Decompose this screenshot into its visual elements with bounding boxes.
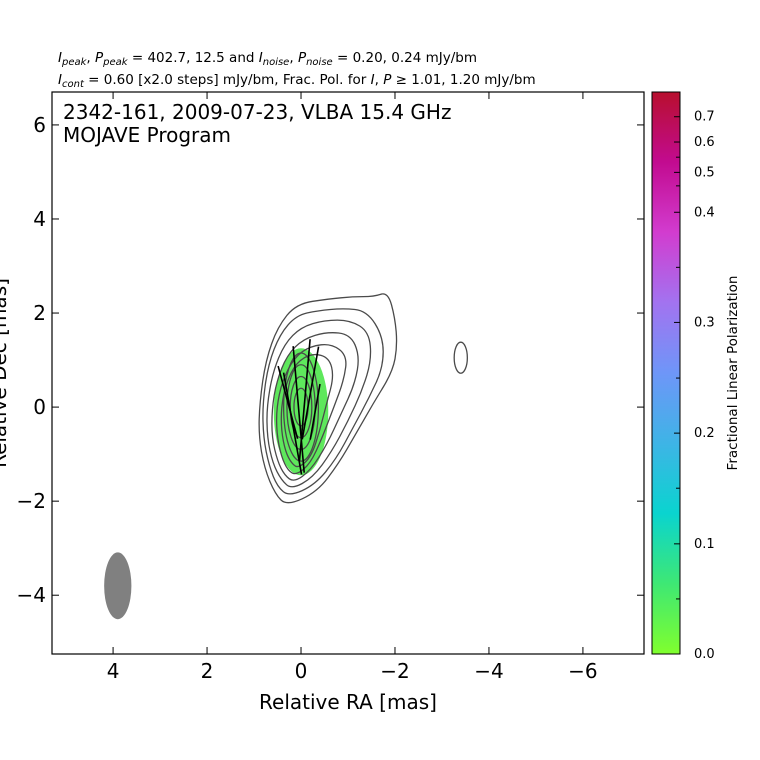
contour-2 <box>266 319 372 488</box>
contour-1 <box>262 308 384 495</box>
plot-content <box>104 293 468 620</box>
header-line-2: Icont = 0.60 [x2.0 steps] mJy/bm, Frac. … <box>58 72 536 90</box>
y-tick-label-1: −2 <box>17 489 46 513</box>
evpa-tick-1 <box>282 372 303 475</box>
plot-title-line-1: 2342-161, 2009-07-23, VLBA 15.4 GHz <box>63 100 451 124</box>
colorbar-tick-label-1: 0.1 <box>694 537 715 552</box>
plot-frame <box>51 91 645 655</box>
colorbar-tick-label-4: 0.4 <box>694 205 715 220</box>
contour-4 <box>275 343 347 475</box>
y-tick-label-4: 4 <box>33 207 46 231</box>
colorbar-ticks: 0.0 0.1 0.2 0.3 0.4 0.5 0.6 0.7 <box>674 110 715 662</box>
beam-ellipse <box>104 552 132 620</box>
colorbar-tick-label-5: 0.5 <box>694 165 715 180</box>
colorbar-tick-label-2: 0.2 <box>694 426 715 441</box>
y-tick-label-2: 0 <box>33 395 46 419</box>
x-tick-label-4: −4 <box>474 659 503 683</box>
x-tick-label-2: 0 <box>295 659 308 683</box>
evpa-tick-2 <box>292 346 305 473</box>
contour-3 <box>271 332 359 481</box>
y-tick-label-5: 6 <box>33 113 46 137</box>
x-tick-label-3: −2 <box>380 659 409 683</box>
x-tick-label-5: −6 <box>568 659 597 683</box>
colorbar-tick-label-6: 0.6 <box>694 135 715 150</box>
contour-10 <box>453 341 468 374</box>
header-line-1: Ipeak, Ppeak = 402.7, 12.5 and Inoise, P… <box>58 50 477 68</box>
colorbar-tick-label-3: 0.3 <box>694 315 715 330</box>
colorbar-gradient <box>651 91 681 655</box>
y-axis-label: Relative Dec [mas] <box>0 278 11 468</box>
evpa-tick-3 <box>298 339 311 462</box>
y-tick-label-3: 2 <box>33 301 46 325</box>
x-axis-label: Relative RA [mas] <box>259 690 437 714</box>
y-tick-label-0: −4 <box>17 583 46 607</box>
evpa-tick-4 <box>301 346 320 440</box>
colorbar-label: Fractional Linear Polarization <box>725 276 741 471</box>
colorbar-tick-label-7: 0.7 <box>694 110 715 125</box>
plot-title-line-2: MOJAVE Program <box>63 123 231 147</box>
evpa-tick-5 <box>309 383 321 440</box>
x-tick-label-1: 2 <box>201 659 214 683</box>
contour-6 <box>282 352 320 462</box>
contour-5 <box>280 353 334 468</box>
colorbar-tick-label-0: 0.0 <box>694 647 715 662</box>
evpa-tick-0 <box>277 365 299 439</box>
contour-0 <box>258 293 398 504</box>
x-tick-label-0: 4 <box>107 659 120 683</box>
plot-ticks: 4 2 0 −2 −4 −6 −4 −2 0 2 4 6 <box>17 92 644 683</box>
